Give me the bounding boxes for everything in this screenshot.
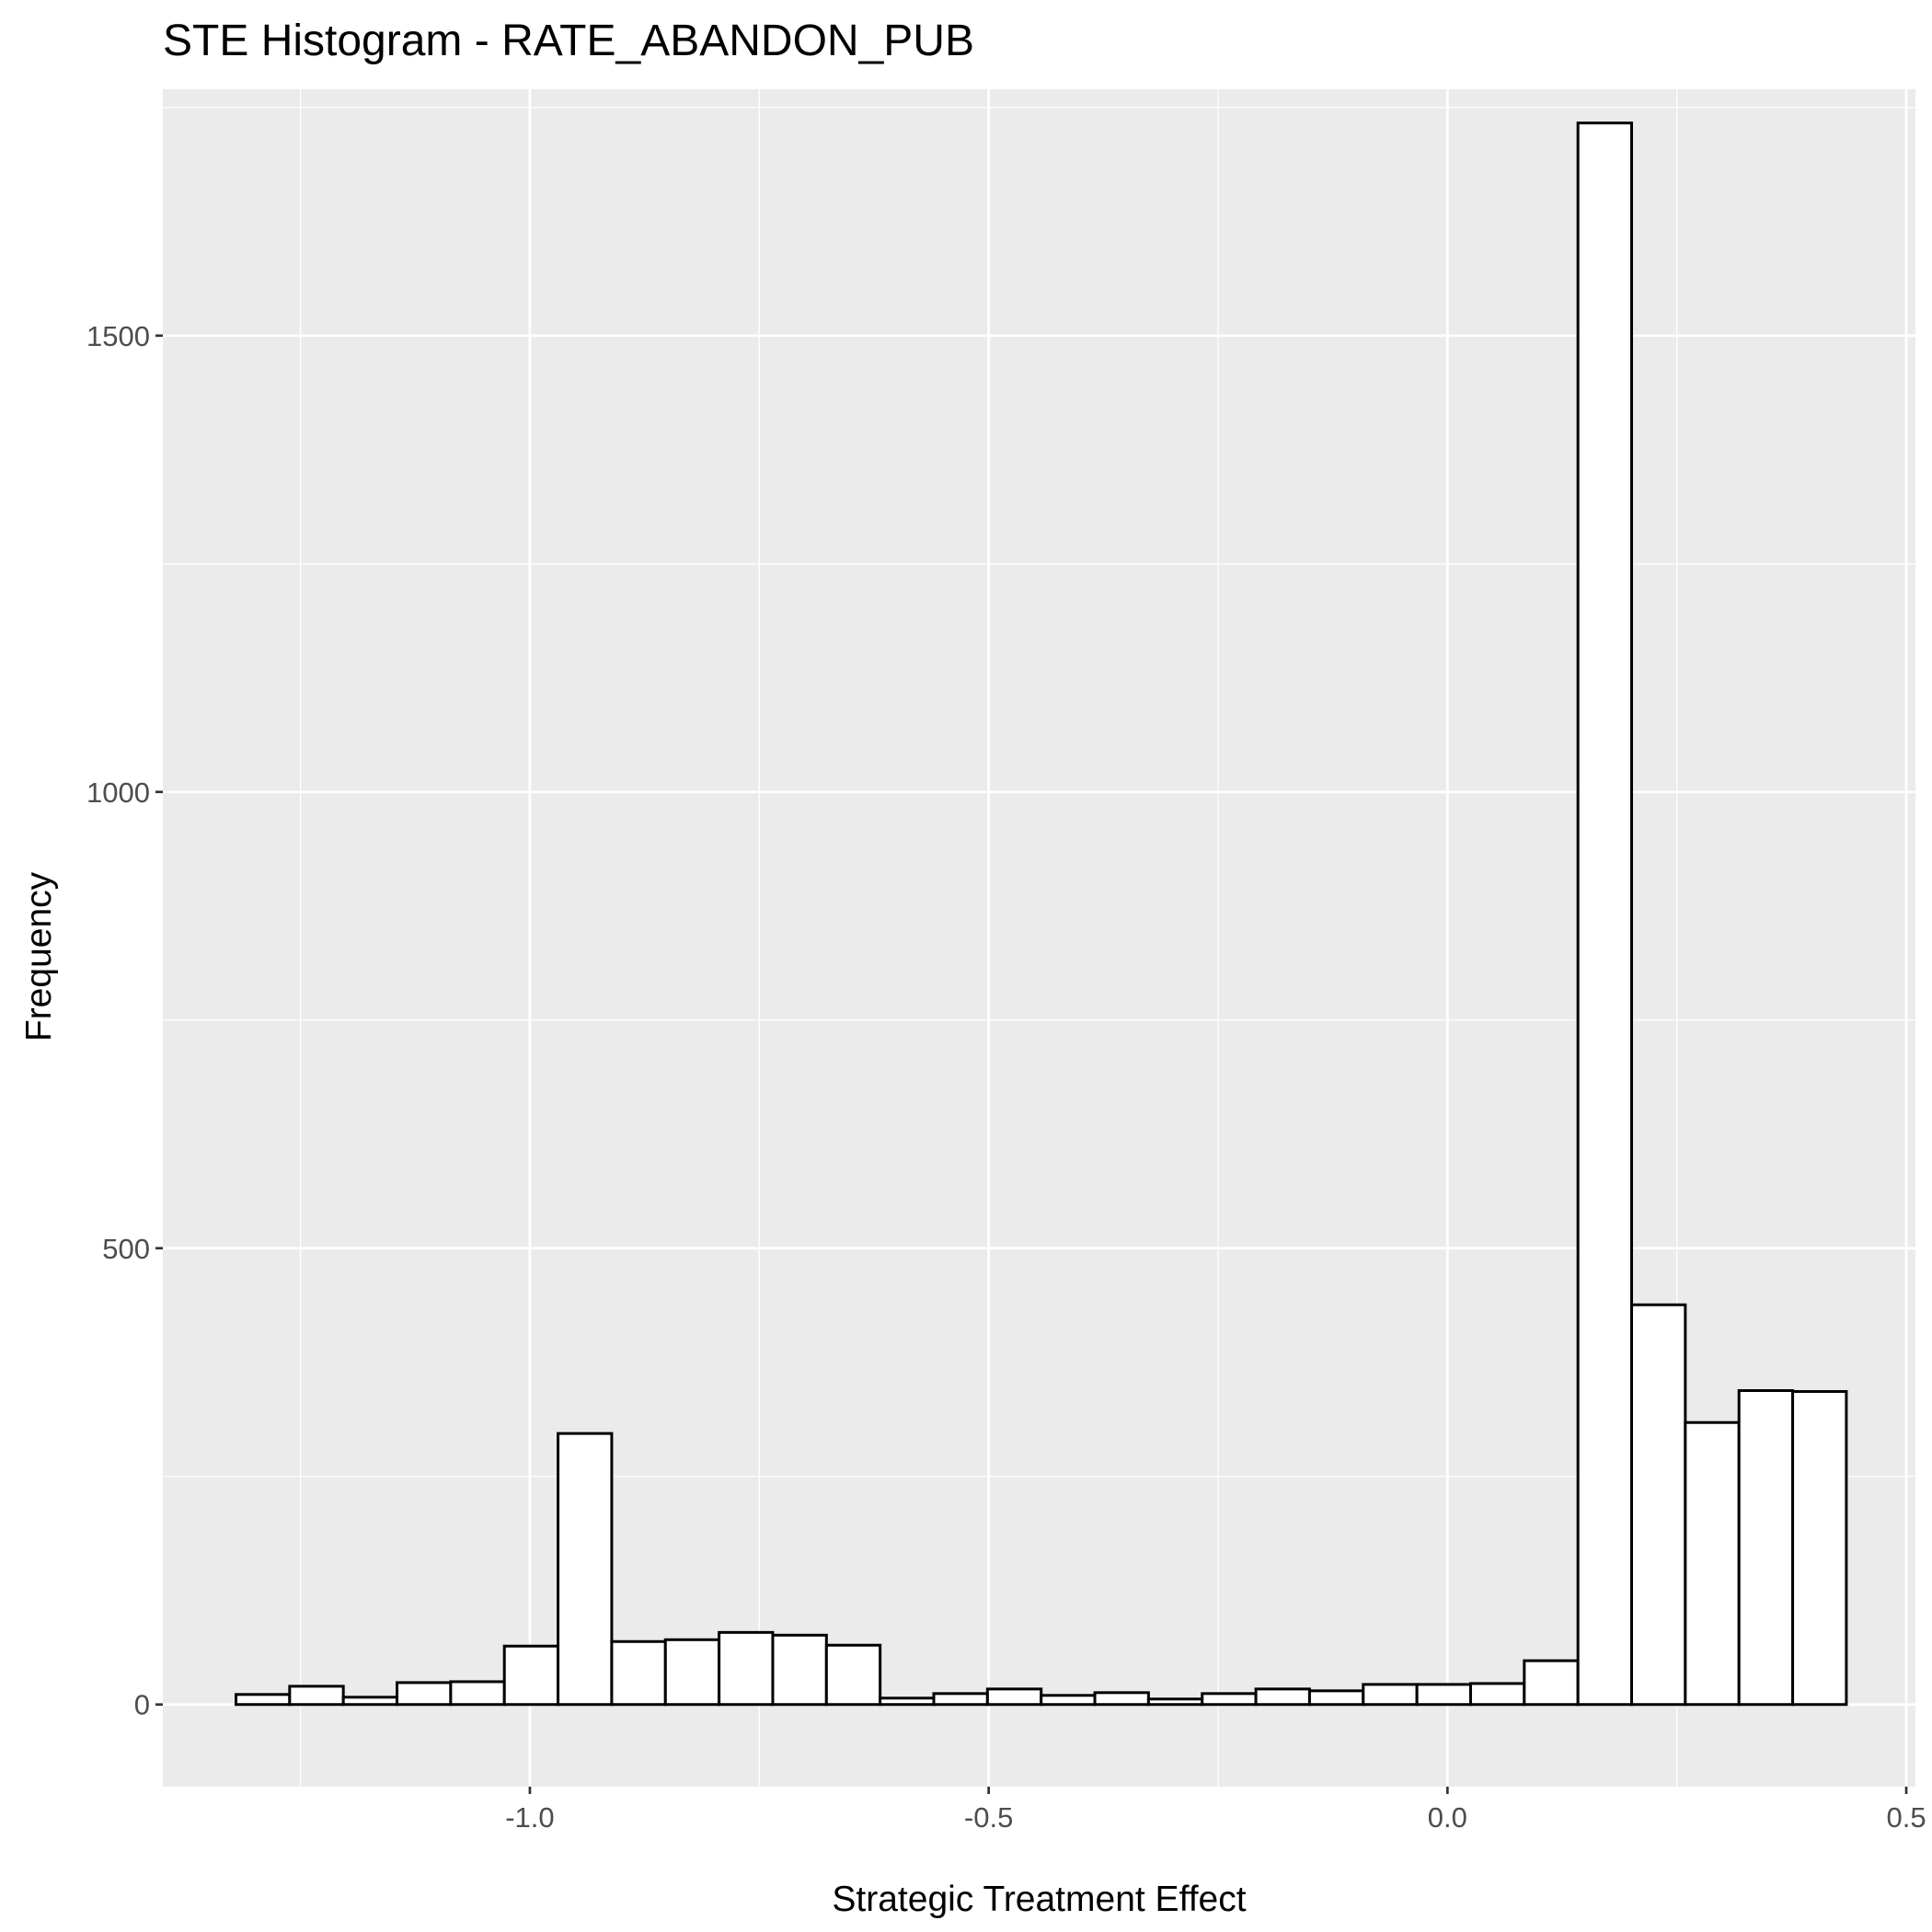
y-tick-label: 0 [134,1689,150,1721]
histogram-bar [1684,1420,1741,1707]
histogram-bar [449,1680,506,1707]
histogram-bar [932,1692,989,1707]
x-tick-label: 0.0 [1428,1801,1467,1834]
histogram-bar [663,1638,721,1707]
histogram-bar [1630,1303,1687,1707]
histogram-bar [1576,121,1634,1707]
x-tick-label: -1.0 [505,1801,554,1834]
histogram-bar [1468,1682,1526,1707]
histogram-bar [1737,1389,1795,1707]
histogram-bar [1523,1659,1580,1707]
y-tick-label: 1000 [86,776,150,809]
histogram-bar [557,1432,614,1707]
histogram-bar [1791,1389,1848,1707]
histogram-bar [1307,1689,1365,1707]
histogram-bar [824,1643,882,1707]
histogram-bar [1254,1687,1311,1707]
x-axis-title: Strategic Treatment Effect [832,1880,1246,1919]
histogram-bar [288,1685,345,1707]
histogram-bar [1146,1697,1204,1707]
y-tick-label: 1500 [86,320,150,352]
histogram-bar [610,1639,667,1707]
histogram-bar [771,1633,828,1707]
x-tick-label: 0.5 [1886,1801,1926,1834]
histogram-bar [985,1687,1043,1707]
chart-title: STE Histogram - RATE_ABANDON_PUB [163,17,974,65]
histogram-bar [1362,1683,1419,1707]
y-axis-title: Frequency [19,871,59,1041]
histogram-bars [234,121,1848,1707]
histogram-bar [234,1693,292,1707]
y-axis-ticks: 0 500 1000 1500 [86,320,163,1721]
histogram-bar [396,1681,453,1707]
y-tick-label: 500 [102,1233,150,1265]
histogram-bar [341,1696,399,1707]
histogram-bar [1040,1694,1097,1707]
x-axis-ticks: -1.0 -0.5 0.0 0.5 [505,1787,1926,1834]
histogram-bar [502,1644,560,1707]
histogram-bar [718,1630,775,1707]
histogram-bar [1415,1683,1472,1707]
histogram-bar [1093,1691,1150,1707]
histogram-bar [879,1696,936,1707]
histogram-bar [1201,1692,1258,1707]
x-tick-label: -0.5 [964,1801,1013,1834]
